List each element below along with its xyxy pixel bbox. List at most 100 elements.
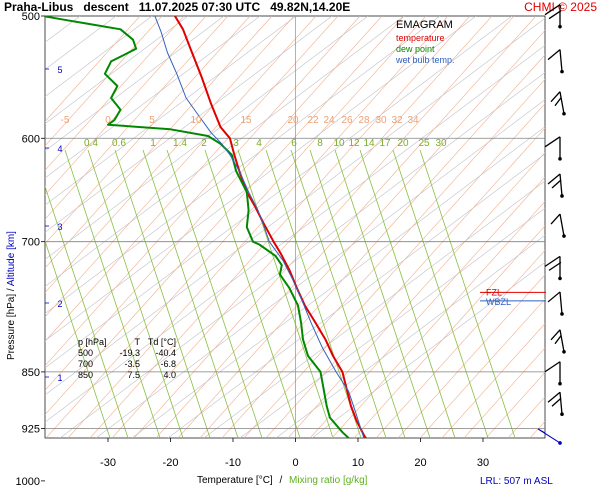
legend-item-dewpoint: dew point [396,44,435,54]
wind-barb-flag [547,391,561,403]
theta-line [309,176,545,438]
dry-adiabat-line [45,17,545,396]
isotherm-label: 22 [307,115,319,126]
isotherm-label: 15 [240,115,252,126]
theta-line [111,16,493,438]
dry-adiabat-line [45,16,513,369]
altitude-tick-label: 2 [57,299,62,309]
wind-barb-flag [554,335,562,345]
pressure-tick-label: 700 [22,237,40,249]
mixing-ratio-label: 6 [291,138,297,149]
dry-adiabat-line [45,16,225,152]
table-header-row: p [hPa] T Td [°C] [78,337,176,348]
theta-line [375,249,545,438]
wind-barb-staff [559,49,563,72]
isotherm-label: 24 [323,115,335,126]
wind-barb-station [562,349,566,354]
isotherm-label: 32 [391,115,403,126]
temperature-tick-label: 0 [292,457,298,469]
temperature-tick-label: 20 [414,457,426,469]
mixing-ratio-line [142,149,239,438]
theta-line [67,16,449,438]
mixing-ratio-label: 2 [201,138,207,149]
wind-barb-staff [559,392,563,415]
wind-barb-staff [559,291,563,314]
wind-barb-station [560,69,564,74]
wind-barb-flag [550,213,561,225]
table-header: Td [°C] [147,337,176,347]
theta-line [45,16,339,342]
wind-barb-staff [559,329,565,352]
wind-barb-flag [550,329,561,341]
pressure-tick-label: 500 [22,11,40,23]
mixing-ratio-line [114,149,211,438]
background-grid [45,16,600,438]
legend-title: EMAGRAM [396,19,453,31]
theta-line [177,29,545,438]
mixing-ratio-line [45,239,111,438]
wind-barb-flag [548,261,562,271]
axis-labels: FZLWBZL500600700850925100054321Pressure … [6,11,546,488]
wind-barb [550,213,566,238]
mixing-ratio-label: 25 [418,138,430,149]
mixing-ratio-label: 0.6 [112,138,126,149]
altitude-tick-label: 4 [57,144,62,154]
temperature-tick-label: -30 [100,457,116,469]
theta-line [463,347,545,438]
theta-line [331,201,545,438]
dewpoint-line [45,16,350,438]
mixing-ratio-line [334,149,431,438]
wind-barb-flag [544,255,561,267]
isotherm-label: 5 [149,115,155,126]
wind-barb-staff [559,173,563,197]
table-header: p [hPa] [78,337,107,347]
mixing-ratio-label: 10 [333,138,345,149]
theta-line [221,78,545,438]
wind-barb-station [562,111,566,116]
wind-barb [547,291,564,316]
wind-barb-flag [537,428,546,434]
dry-adiabat-line [45,16,441,315]
pressure-tick-label: 1000 [16,476,40,488]
dry-adiabat-line [275,234,545,438]
theta-line [89,16,471,438]
dry-adiabat-line [45,16,153,98]
mixing-ratio-label: 1.4 [173,138,187,149]
theta-line [45,16,207,196]
theta-line [45,16,185,171]
temperature-tick-label: 30 [477,457,489,469]
mixing-ratio-axis-label: Mixing ratio [g/kg] [289,475,368,486]
theta-line [45,16,273,269]
wetbulb-line [154,16,365,438]
isotherm-label: 28 [358,115,370,126]
wind-barb-station [560,412,564,417]
isotherm-label: 10 [190,115,202,126]
pressure-tick-label: 850 [22,367,40,379]
theta-line [552,16,600,438]
dry-adiabat-line [45,16,189,125]
theta-line [596,16,600,438]
wind-barb-flag [551,179,562,189]
mixing-ratio-label: 12 [348,138,360,149]
axis-separator: / [279,475,283,486]
isotherm-label: 0 [105,115,111,126]
sounding-mode: descent [83,0,129,14]
theta-line [45,16,251,245]
mixing-ratio-line [45,185,129,438]
wind-barb-staff [559,213,565,237]
x-axis-title: Temperature [°C] / Mixing ratio [g/kg] [197,475,367,486]
wind-barb-flag [544,136,561,148]
theta-line [155,16,537,438]
theta-line [45,16,427,438]
temperature-tick-label: -10 [225,457,241,469]
wind-barb-station [562,234,566,238]
wind-barb-staff [559,91,565,114]
mixing-ratio-label: 0.4 [84,138,98,149]
theta-line [243,103,545,438]
dry-adiabat-line [45,16,297,206]
legend: EMAGRAM temperature dew point wet bulb t… [396,20,546,66]
wind-barb [547,391,564,417]
wind-barb-station [558,24,562,29]
